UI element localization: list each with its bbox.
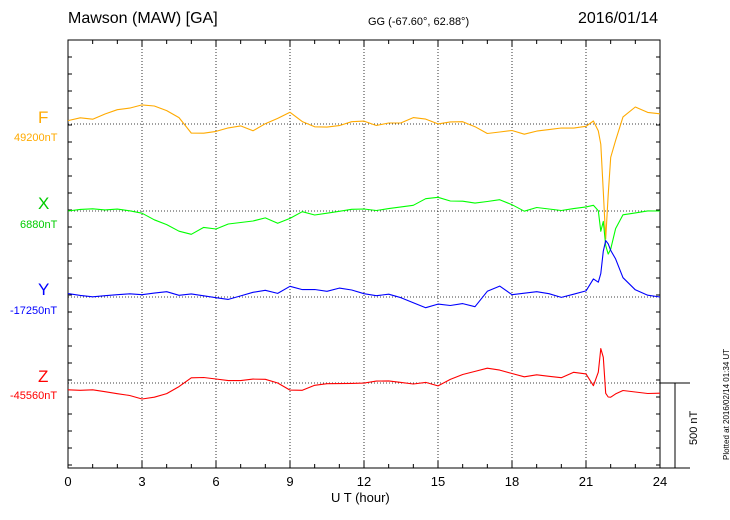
- x-tick-label: 12: [357, 474, 371, 489]
- x-tick-label: 24: [653, 474, 667, 489]
- series-f-line: [67, 104, 661, 240]
- f-series-label: F: [38, 108, 49, 127]
- series-y-line: [67, 240, 661, 309]
- x-tick-label: 0: [64, 474, 71, 489]
- x-axis-label: U T (hour): [331, 490, 390, 505]
- z-series-label: Z: [38, 367, 49, 386]
- station-coordinates: GG (-67.60°, 62.88°): [368, 16, 470, 28]
- x-tick-label: 6: [212, 474, 219, 489]
- y-baseline-label: -17250nT: [10, 305, 58, 317]
- plotted-timestamp: Plotted at 2016/02/14 01:34 UT: [722, 348, 730, 460]
- x-tick-label: 15: [431, 474, 445, 489]
- y-series-label: Y: [38, 280, 50, 299]
- x-baseline-label: 6880nT: [20, 219, 58, 231]
- x-tick-label: 3: [138, 474, 145, 489]
- series-z-line: [67, 348, 661, 400]
- z-baseline-label: -45560nT: [10, 390, 58, 402]
- scale-bar-label: 500 nT: [688, 410, 700, 445]
- chart-date: 2016/01/14: [578, 10, 659, 27]
- f-baseline-label: 49200nT: [14, 132, 58, 144]
- x-tick-label: 21: [579, 474, 593, 489]
- x-tick-label: 18: [505, 474, 519, 489]
- series-x-line: [67, 196, 661, 255]
- x-series-label: X: [38, 194, 50, 213]
- station-title: Mawson (MAW) [GA]: [68, 10, 218, 27]
- x-tick-label: 9: [286, 474, 293, 489]
